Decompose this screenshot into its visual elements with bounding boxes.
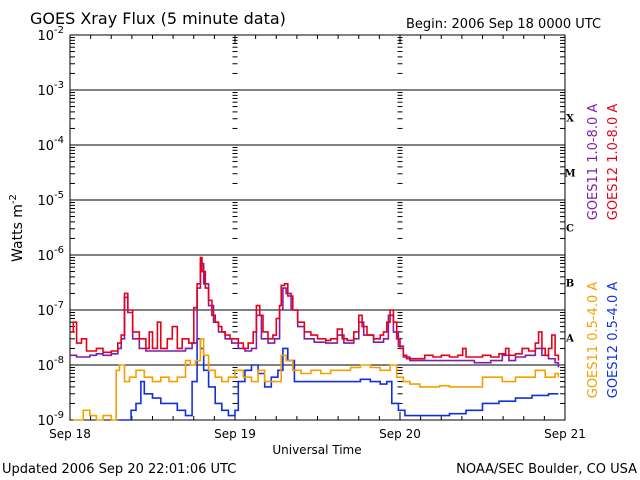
y-tick-label: 10-8 bbox=[37, 355, 64, 374]
flare-class-label: C bbox=[566, 224, 574, 235]
y-axis-label-main: Watts m bbox=[10, 204, 26, 262]
flare-class-label: M bbox=[564, 169, 575, 180]
svg-text:Watts m-2: Watts m-2 bbox=[8, 194, 26, 262]
legend-item: GOES11 0.5-4.0 A bbox=[586, 282, 601, 399]
y-tick-label: 10-6 bbox=[37, 245, 64, 264]
series-line-goes12-0-5-4-0-a bbox=[119, 338, 559, 421]
y-tick-label: 10-2 bbox=[37, 25, 64, 44]
series-line-goes11-1-0-8-0-a bbox=[70, 262, 560, 368]
legend-item: GOES12 1.0-8.0 A bbox=[606, 104, 621, 221]
y-tick-label: 10-5 bbox=[37, 190, 64, 209]
legend-item: GOES12 0.5-4.0 A bbox=[606, 282, 621, 399]
x-tick-label: Sep 21 bbox=[544, 427, 586, 441]
y-axis-label-exp: -2 bbox=[8, 194, 19, 204]
series-line-goes11-0-5-4-0-a bbox=[73, 338, 560, 421]
begin-label: Begin: 2006 Sep 18 0000 UTC bbox=[406, 17, 601, 32]
x-tick-label: Sep 20 bbox=[379, 427, 421, 441]
grid-lines bbox=[70, 89, 565, 366]
y-tick-label: 10-3 bbox=[37, 80, 64, 99]
chart-title: GOES Xray Flux (5 minute data) bbox=[30, 9, 286, 28]
legend-item: GOES11 1.0-8.0 A bbox=[586, 104, 601, 221]
flare-class-label: A bbox=[565, 334, 574, 345]
x-axis-ticks: Sep 18 Sep 19 Sep 20 Sep 21 bbox=[49, 35, 586, 441]
updated-timestamp: Updated 2006 Sep 20 22:01:06 UTC bbox=[2, 462, 236, 477]
legend: GOES11 1.0-8.0 A GOES12 1.0-8.0 A GOES11 0… bbox=[586, 104, 621, 399]
y-tick-label: 10-7 bbox=[37, 300, 64, 319]
series-line-goes12-1-0-8-0-a bbox=[70, 256, 560, 361]
x-tick-label: Sep 19 bbox=[214, 427, 256, 441]
x-tick-label: Sep 18 bbox=[49, 427, 91, 441]
credit-label: NOAA/SEC Boulder, CO USA bbox=[456, 462, 637, 477]
y-axis-label: Watts m-2 bbox=[8, 194, 26, 262]
data-series bbox=[70, 256, 560, 421]
y-tick-label: 10-9 bbox=[37, 410, 64, 429]
flare-class-labels: A B C M X bbox=[564, 114, 575, 345]
flare-class-label: B bbox=[566, 279, 574, 290]
y-axis-ticks: 10-9 10-8 10-7 10-6 10-5 10-4 10-3 10-2 bbox=[37, 25, 565, 429]
y-tick-label: 10-4 bbox=[37, 135, 64, 154]
x-axis-label: Universal Time bbox=[272, 443, 361, 457]
flare-class-label: X bbox=[566, 114, 574, 125]
